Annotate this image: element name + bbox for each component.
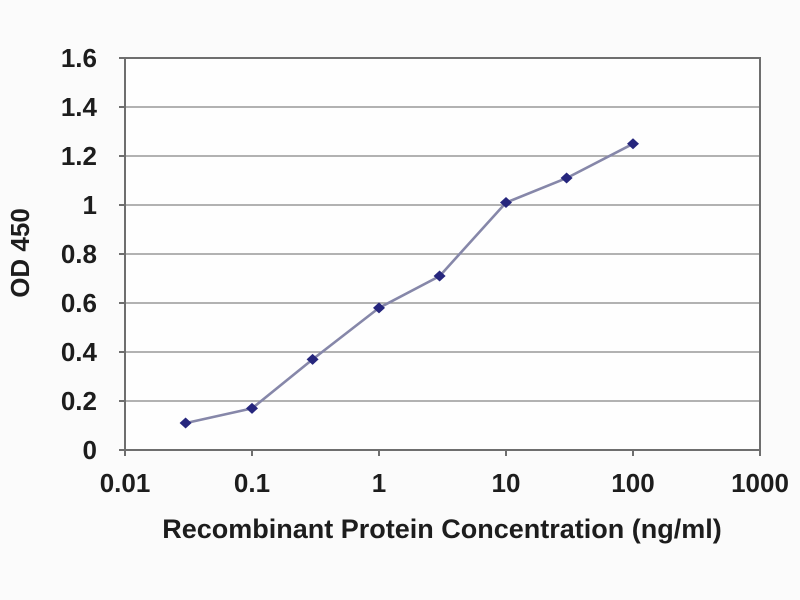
x-tick-label: 100 xyxy=(611,468,654,498)
x-tick-label: 1 xyxy=(372,468,386,498)
y-tick-label: 0.4 xyxy=(61,337,98,367)
data-point-marker xyxy=(433,270,446,282)
data-point-marker xyxy=(500,197,512,209)
series-line xyxy=(184,142,635,425)
x-tick-label: 0.1 xyxy=(234,468,270,498)
x-axis-title: Recombinant Protein Concentration (ng/ml… xyxy=(162,514,722,544)
y-tick-label: 1.2 xyxy=(61,141,97,171)
y-tick-label: 0.6 xyxy=(61,288,97,318)
y-tick-label: 1.4 xyxy=(61,92,98,122)
y-tick-label: 1.6 xyxy=(61,43,97,73)
plot-border xyxy=(124,57,761,451)
x-tick-label: 0.01 xyxy=(100,468,151,498)
y-tick-label: 0 xyxy=(83,435,97,465)
y-axis-title: OD 450 xyxy=(5,208,35,298)
x-tick-label: 1000 xyxy=(731,468,789,498)
data-point-marker xyxy=(560,172,573,184)
data-point-marker xyxy=(627,138,639,150)
y-tick-label: 1 xyxy=(83,190,97,220)
data-point-marker xyxy=(246,402,258,414)
chart-layers: 0 0.2 0.4 0.6 0.8 1 1.2 1.4 1.6 0.01 0.1 1 10 100 1000 xyxy=(61,43,789,498)
y-tick-label: 0.2 xyxy=(61,386,97,416)
y-tick-label: 0.8 xyxy=(61,239,97,269)
data-point-marker xyxy=(306,353,319,365)
x-tick-label: 10 xyxy=(492,468,521,498)
data-point-marker xyxy=(179,417,192,429)
data-point-marker xyxy=(373,302,385,314)
